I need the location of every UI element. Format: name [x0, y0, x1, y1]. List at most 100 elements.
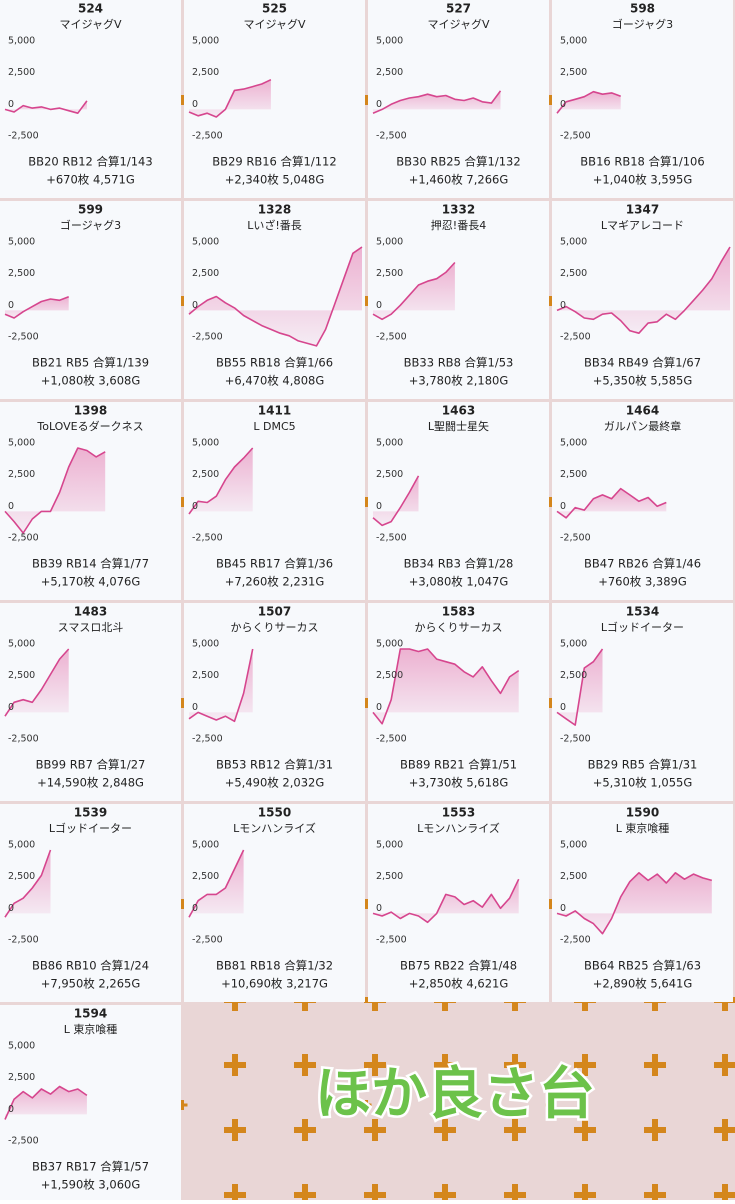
chart-note: BB33 RB8 合算1/53: [404, 356, 514, 370]
chart-title: 1464: [626, 404, 659, 418]
y-tick-label: -2,500: [376, 332, 407, 343]
chart-subtitle: ゴージャグ3: [60, 218, 121, 232]
chart-subtitle: ゴージャグ3: [612, 17, 673, 31]
chart-note: +1,460枚 7,266G: [409, 173, 509, 187]
y-tick-label: 0: [560, 702, 566, 713]
y-tick-label: -2,500: [192, 533, 223, 544]
chart-note: +14,590枚 2,848G: [37, 776, 144, 790]
chart-note: +3,780枚 2,180G: [409, 374, 509, 388]
y-tick-label: 5,000: [8, 36, 35, 47]
chart-title: 1507: [258, 605, 291, 619]
chart-subtitle: L DMC5: [253, 420, 295, 433]
y-tick-label: -2,500: [560, 533, 591, 544]
plus-sign: [181, 296, 184, 306]
y-tick-label: -2,500: [192, 332, 223, 343]
y-tick-label: 2,500: [8, 871, 35, 882]
y-tick-label: 5,000: [560, 639, 587, 650]
y-tick-label: 5,000: [8, 840, 35, 851]
chart-title: 1328: [258, 203, 291, 217]
chart-note: BB99 RB7 合算1/27: [36, 758, 146, 772]
plus-sign: [722, 1184, 728, 1200]
plus-sign: [365, 95, 368, 105]
y-tick-label: 2,500: [8, 1072, 35, 1083]
y-tick-label: 2,500: [560, 469, 587, 480]
y-tick-label: 2,500: [376, 67, 403, 78]
plus-sign: [549, 95, 552, 105]
plus-sign: [512, 1184, 518, 1200]
chart-note: +670枚 4,571G: [46, 173, 135, 187]
chart-note: BB75 RB22 合算1/48: [400, 959, 517, 973]
chart-note: BB81 RB18 合算1/32: [216, 959, 333, 973]
chart-subtitle: Lいざ!番長: [247, 218, 302, 232]
y-tick-label: 2,500: [8, 268, 35, 279]
y-tick-label: 2,500: [8, 67, 35, 78]
chart-note: +3,730枚 5,618G: [409, 776, 509, 790]
y-tick-label: 2,500: [192, 871, 219, 882]
chart-subtitle: ToLOVEるダークネス: [36, 419, 143, 433]
y-tick-label: 5,000: [192, 438, 219, 449]
y-tick-label: 5,000: [192, 639, 219, 650]
y-tick-label: 2,500: [560, 67, 587, 78]
y-tick-label: -2,500: [192, 935, 223, 946]
y-tick-label: 5,000: [8, 438, 35, 449]
y-tick-label: 0: [8, 702, 14, 713]
chart-note: +10,690枚 3,217G: [221, 977, 328, 991]
chart-title: 1553: [442, 806, 475, 820]
chart-note: BB34 RB49 合算1/67: [584, 356, 701, 370]
chart-title: 1332: [442, 203, 475, 217]
y-tick-label: 0: [560, 300, 566, 311]
plus-sign: [582, 1184, 588, 1200]
plus-sign: [365, 497, 368, 507]
chart-note: +5,310枚 1,055G: [593, 776, 693, 790]
chart-note: BB89 RB21 合算1/51: [400, 758, 517, 772]
y-tick-label: -2,500: [376, 533, 407, 544]
plus-sign: [549, 497, 552, 507]
plus-sign: [181, 698, 184, 708]
plus-sign: [302, 1184, 308, 1200]
chart-subtitle: マイジャグV: [244, 17, 306, 31]
plus-sign: [181, 497, 184, 507]
chart-subtitle: マイジャグV: [428, 17, 490, 31]
y-tick-label: 0: [192, 99, 198, 110]
y-tick-label: 2,500: [192, 268, 219, 279]
chart-subtitle: Lモンハンライズ: [417, 821, 500, 835]
y-tick-label: 0: [192, 501, 198, 512]
y-tick-label: 0: [376, 300, 382, 311]
y-tick-label: 0: [560, 501, 566, 512]
chart-note: BB20 RB12 合算1/143: [28, 155, 152, 169]
chart-subtitle: マイジャグV: [60, 17, 122, 31]
y-tick-label: -2,500: [8, 533, 39, 544]
y-tick-label: -2,500: [8, 131, 39, 142]
plus-sign: [232, 1119, 238, 1141]
chart-title: 524: [78, 2, 103, 16]
y-tick-label: -2,500: [560, 935, 591, 946]
y-tick-label: 0: [560, 99, 566, 110]
chart-title: 1411: [258, 404, 291, 418]
y-tick-label: 5,000: [8, 639, 35, 650]
banner: ほか良さ台: [315, 1062, 595, 1127]
chart-note: +7,950枚 2,265G: [41, 977, 141, 991]
chart-title: 527: [446, 2, 471, 16]
chart-subtitle: ガルパン最終章: [604, 419, 682, 433]
plus-sign: [232, 1184, 238, 1200]
plus-sign: [549, 698, 552, 708]
chart-title: 599: [78, 203, 103, 217]
y-tick-label: -2,500: [560, 332, 591, 343]
y-tick-label: 5,000: [376, 840, 403, 851]
chart-note: +2,890枚 5,641G: [593, 977, 693, 991]
y-tick-label: -2,500: [560, 131, 591, 142]
plus-sign: [549, 296, 552, 306]
y-tick-label: 5,000: [376, 36, 403, 47]
chart-title: 598: [630, 2, 655, 16]
chart-note: +1,040枚 3,595G: [593, 173, 693, 187]
